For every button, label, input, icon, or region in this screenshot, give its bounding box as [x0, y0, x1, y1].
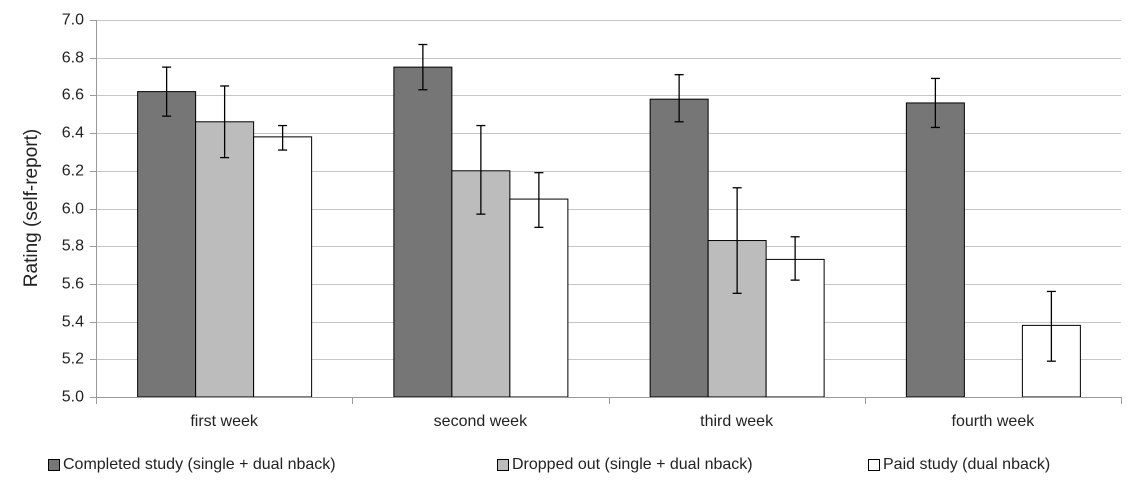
legend: Completed study (single + dual nback) Dro…	[48, 456, 1050, 473]
x-tick-label: second week	[434, 413, 528, 430]
legend-swatch	[48, 459, 60, 471]
legend-swatch	[497, 459, 509, 471]
y-tick-label: 6.4	[62, 125, 84, 142]
bar	[393, 66, 453, 398]
y-tick-label: 7.0	[62, 12, 84, 29]
legend-label: Paid study (dual nback)	[883, 456, 1050, 473]
bar	[905, 102, 965, 398]
y-tick-label: 6.8	[62, 50, 84, 67]
bar	[253, 136, 313, 398]
legend-swatch	[868, 459, 880, 471]
bar	[195, 121, 255, 398]
x-tick-label: third week	[700, 413, 774, 430]
bar	[649, 98, 709, 398]
y-tick-label: 5.4	[62, 314, 84, 331]
y-tick-label: 6.6	[62, 87, 84, 104]
y-tick-label: 5.6	[62, 276, 84, 293]
y-axis-title: Rating (self-report)	[21, 129, 42, 287]
x-tick-label: fourth week	[952, 413, 1036, 430]
legend-label: Dropped out (single + dual nback)	[512, 456, 753, 473]
y-tick-label: 5.2	[62, 351, 84, 368]
y-tick-label: 5.0	[62, 389, 84, 406]
bar	[137, 91, 197, 398]
bar	[509, 198, 569, 398]
error-bars	[162, 43, 1056, 362]
axes: 5.0 5.2 5.4 5.6 5.8 6.0 6.2 6.4 6.6 6.8 7.0 first w…	[62, 12, 1122, 430]
x-tick-label: first week	[190, 413, 259, 430]
legend-label: Completed study (single + dual nback)	[63, 456, 336, 473]
y-tick-label: 6.2	[62, 163, 84, 180]
y-tick-label: 5.8	[62, 238, 84, 255]
bars	[137, 66, 1081, 398]
y-tick-label: 6.0	[62, 201, 84, 218]
